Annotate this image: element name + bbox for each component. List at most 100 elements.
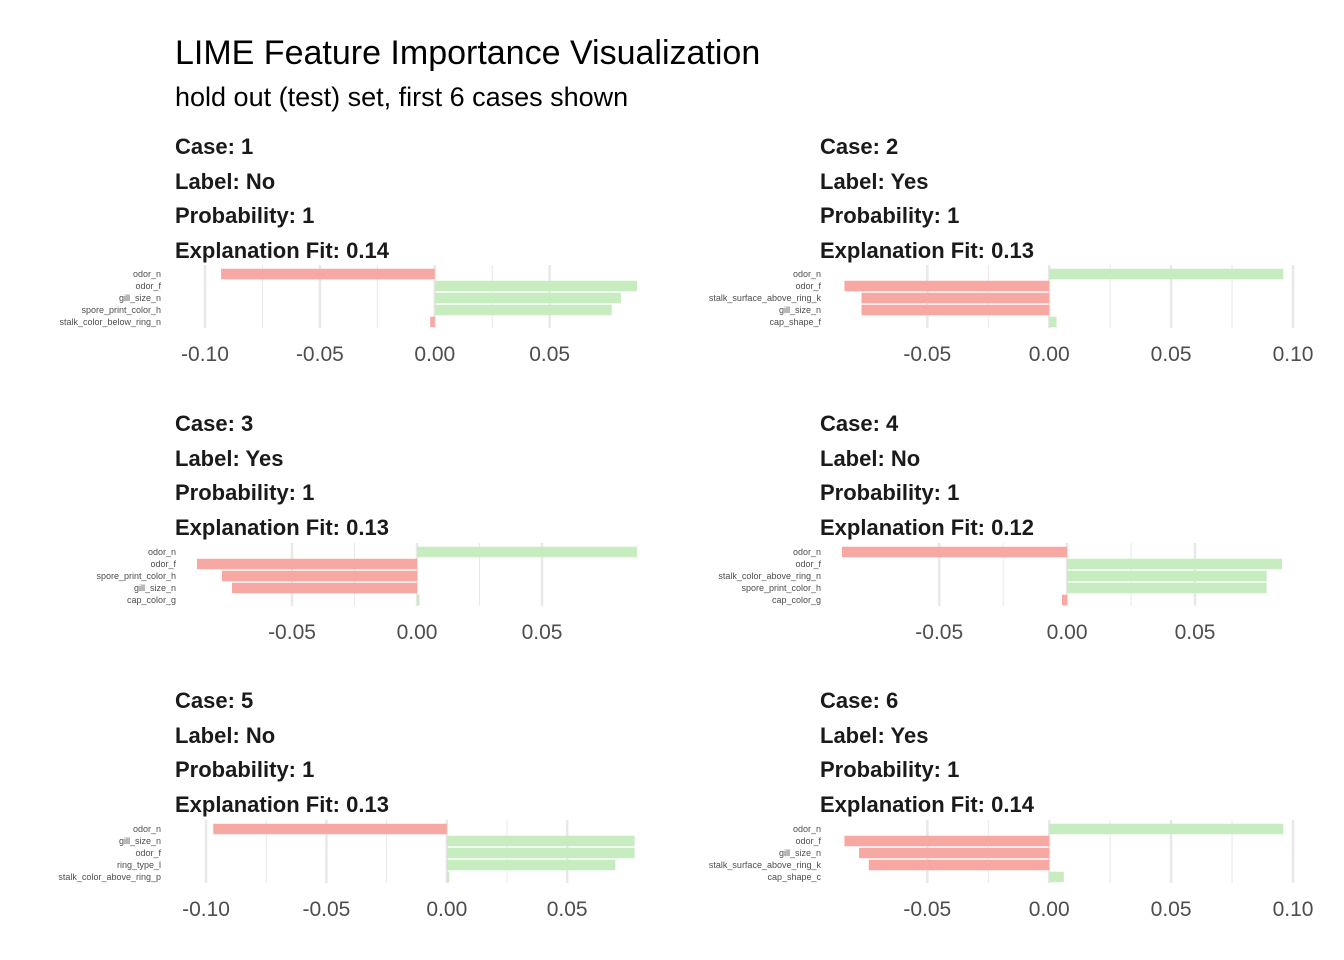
facet-3-case-label: Case: 3: [175, 411, 254, 436]
x-tick-label: 0.00: [1029, 898, 1070, 921]
facet-4-prob-label: Probability: 1: [820, 480, 960, 506]
feature-label: odor_f: [135, 848, 161, 858]
bar-odor-f: [844, 835, 1050, 847]
facet-1-case-label: Case: 1: [175, 134, 254, 159]
x-tick-label: 0.10: [1273, 343, 1314, 366]
feature-label: gill_size_n: [119, 836, 161, 846]
feature-label: stalk_surface_above_ring_k: [709, 293, 822, 303]
bar-odor-f: [446, 847, 635, 859]
x-tick-label: 0.05: [1151, 343, 1192, 366]
bar-cap-shape-c: [1049, 871, 1064, 883]
facet-2-fit-label: Explanation Fit: 0.13: [820, 237, 1034, 263]
feature-label: stalk_color_above_ring_p: [58, 872, 161, 882]
facet-5-case-label: Case: 5: [175, 688, 254, 713]
x-tick-label: 0.00: [397, 621, 438, 644]
bar-odor-f: [844, 280, 1050, 292]
bar-odor-f: [197, 558, 417, 570]
feature-label: odor_n: [793, 547, 821, 557]
feature-label: gill_size_n: [134, 583, 176, 593]
x-tick-label: 0.00: [1047, 621, 1088, 644]
feature-label: odor_f: [795, 836, 821, 846]
bar-spore-print-color-h: [1067, 582, 1267, 594]
facet-2-label-label: Label: Yes: [820, 168, 929, 194]
bar-odor-n: [213, 823, 447, 835]
feature-label: cap_shape_f: [769, 317, 821, 327]
x-tick-label: -0.10: [182, 898, 230, 921]
facet-3-label-label: Label: Yes: [175, 445, 284, 471]
feature-label: ring_type_l: [117, 860, 161, 870]
x-tick-label: -0.05: [915, 621, 963, 644]
feature-label: odor_f: [795, 281, 821, 291]
x-tick-label: 0.00: [1029, 343, 1070, 366]
feature-label: odor_n: [148, 547, 176, 557]
bar-gill-size-n: [434, 292, 621, 304]
bar-gill-size-n: [446, 835, 635, 847]
feature-label: spore_print_color_h: [96, 571, 176, 581]
x-tick-label: 0.05: [529, 343, 570, 366]
bar-odor-f: [434, 280, 637, 292]
bar-gill-size-n: [861, 304, 1050, 316]
bar-odor-n: [1049, 823, 1284, 835]
chart-title: LIME Feature Importance Visualization: [175, 34, 761, 72]
x-tick-label: 0.00: [414, 343, 455, 366]
feature-label: odor_n: [793, 824, 821, 834]
feature-label: cap_color_g: [127, 595, 176, 605]
facet-5-fit-label: Explanation Fit: 0.13: [175, 791, 389, 817]
x-tick-label: -0.10: [181, 343, 229, 366]
bar-odor-n: [1049, 268, 1284, 280]
x-tick-label: 0.10: [1273, 898, 1314, 921]
feature-label: spore_print_color_h: [81, 305, 161, 315]
feature-label: gill_size_n: [779, 305, 821, 315]
feature-label: stalk_surface_above_ring_k: [709, 860, 822, 870]
bar-ring-type-l: [446, 859, 616, 871]
bar-odor-n: [417, 546, 637, 558]
feature-label: spore_print_color_h: [741, 583, 821, 593]
feature-label: odor_f: [150, 559, 176, 569]
bar-spore-print-color-h: [222, 570, 417, 582]
x-tick-label: -0.05: [903, 343, 951, 366]
feature-label: odor_n: [133, 824, 161, 834]
bar-odor-n: [221, 268, 435, 280]
bar-stalk-surface-above-ring-k: [868, 859, 1050, 871]
bar-cap-color-g: [1062, 594, 1068, 606]
chart-subtitle: hold out (test) set, first 6 cases shown: [175, 82, 629, 112]
x-tick-label: -0.05: [268, 621, 316, 644]
bar-stalk-color-above-ring-n: [1067, 570, 1267, 582]
x-tick-label: 0.05: [1175, 621, 1216, 644]
facet-2-prob-label: Probability: 1: [820, 203, 960, 229]
facet-6-fit-label: Explanation Fit: 0.14: [820, 791, 1034, 817]
facet-6-prob-label: Probability: 1: [820, 757, 960, 783]
facet-5-label-label: Label: No: [175, 722, 276, 748]
x-tick-label: 0.05: [1151, 898, 1192, 921]
bar-stalk-color-below-ring-n: [430, 316, 435, 328]
bar-spore-print-color-h: [434, 304, 612, 316]
bar-stalk-surface-above-ring-k: [861, 292, 1050, 304]
feature-label: odor_f: [795, 559, 821, 569]
feature-label: stalk_color_below_ring_n: [59, 317, 161, 327]
feature-label: stalk_color_above_ring_n: [718, 571, 821, 581]
feature-label: gill_size_n: [119, 293, 161, 303]
feature-label: cap_color_g: [772, 595, 821, 605]
bar-gill-size-n: [859, 847, 1050, 859]
facet-1-prob-label: Probability: 1: [175, 203, 315, 229]
facet-2-case-label: Case: 2: [820, 134, 899, 159]
bar-cap-shape-f: [1049, 316, 1057, 328]
x-tick-label: -0.05: [903, 898, 951, 921]
feature-label: odor_n: [133, 269, 161, 279]
facet-4-label-label: Label: No: [820, 445, 921, 471]
bar-cap-color-g: [417, 594, 420, 606]
facet-4-fit-label: Explanation Fit: 0.12: [820, 514, 1034, 540]
facet-6-case-label: Case: 6: [820, 688, 899, 713]
x-tick-label: -0.05: [303, 898, 351, 921]
x-tick-label: 0.00: [426, 898, 467, 921]
facet-1-fit-label: Explanation Fit: 0.14: [175, 237, 389, 263]
facet-3-fit-label: Explanation Fit: 0.13: [175, 514, 389, 540]
bar-stalk-color-above-ring-p: [446, 871, 450, 883]
x-tick-label: -0.05: [296, 343, 344, 366]
